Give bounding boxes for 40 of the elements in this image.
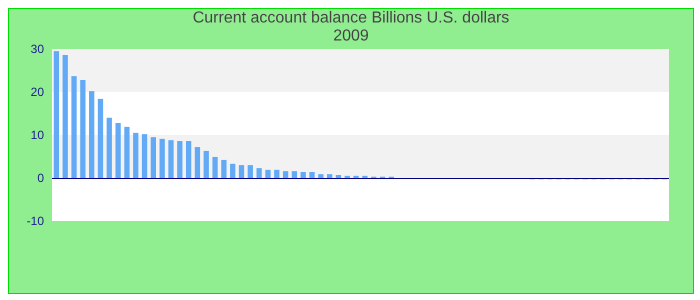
bar — [336, 174, 342, 178]
bar — [256, 168, 262, 178]
bar — [80, 80, 86, 178]
y-tick-label: -10 — [26, 214, 44, 228]
bar — [238, 165, 244, 178]
bar — [133, 132, 138, 178]
bar — [71, 76, 77, 178]
bar — [230, 164, 236, 178]
bar — [248, 165, 253, 178]
bar — [194, 147, 200, 178]
bar — [212, 156, 218, 178]
bar — [274, 170, 280, 178]
bar — [54, 51, 60, 178]
chart-subtitle: 2009 — [333, 28, 369, 44]
chart-title: Current account balance Billions U.S. dollars — [192, 10, 510, 26]
bar — [318, 174, 324, 178]
bar — [150, 137, 156, 178]
y-tick-label: 20 — [30, 85, 44, 99]
bar — [327, 174, 332, 178]
bar — [177, 141, 182, 178]
y-tick-label: 30 — [30, 42, 44, 56]
bar — [115, 122, 121, 178]
bar — [292, 171, 298, 178]
bar — [265, 170, 271, 178]
bar — [98, 98, 104, 178]
bar — [124, 126, 130, 178]
bar — [300, 172, 306, 178]
bar — [204, 150, 209, 178]
bar — [89, 91, 94, 178]
bar — [142, 134, 148, 178]
y-tick-label: 10 — [30, 128, 44, 142]
bar — [186, 141, 192, 178]
bar — [160, 138, 165, 178]
bar — [168, 140, 174, 178]
bar — [62, 55, 68, 178]
bar — [282, 171, 288, 178]
y-tick-label: 0 — [37, 171, 44, 185]
bar — [106, 118, 112, 178]
bar — [221, 160, 227, 178]
bar — [309, 172, 315, 178]
